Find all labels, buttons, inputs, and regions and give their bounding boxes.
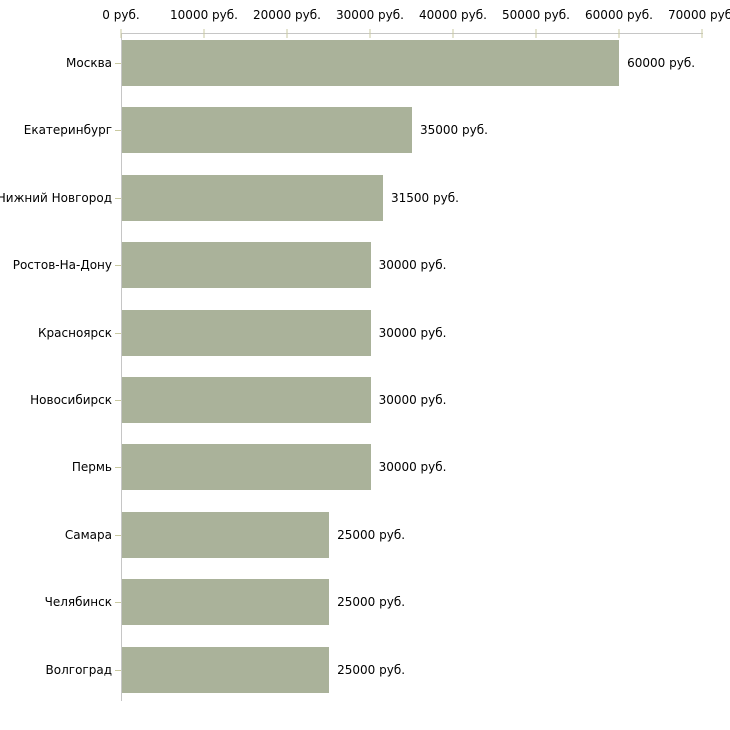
category-tick [115, 467, 121, 469]
x-axis-tick [452, 29, 454, 38]
bar [122, 646, 330, 693]
value-label: 25000 руб. [337, 595, 406, 610]
category-tick [115, 399, 121, 401]
bar-row: Москва 60000 руб. [66, 40, 702, 86]
category-label: Челябинск [44, 595, 112, 610]
category-tick [115, 63, 121, 64]
bar-row: Нижний Новгород 31500 руб. [0, 174, 702, 221]
value-label: 60000 руб. [627, 56, 696, 70]
x-axis-tick-label: 10000 руб. [170, 8, 238, 22]
bar [122, 242, 371, 289]
x-axis-tick [701, 29, 703, 38]
bar-row: Новосибирск 30000 руб. [30, 376, 702, 423]
x-axis-tick-label: 60000 руб. [585, 8, 653, 22]
value-label: 30000 руб. [378, 392, 447, 407]
bar [122, 579, 330, 626]
bar [122, 444, 371, 491]
value-label: 30000 руб. [378, 325, 447, 340]
bar [122, 174, 383, 221]
bar [122, 376, 371, 423]
bar-row: Ростов-На-Дону 30000 руб. [13, 242, 702, 289]
bar-row: Волгоград 25000 руб. [46, 646, 702, 693]
category-label: Ростов-На-Дону [12, 258, 112, 273]
x-axis-tick [286, 29, 288, 38]
x-axis-line [121, 33, 703, 34]
category-tick [115, 534, 121, 536]
x-axis-tick [120, 29, 122, 38]
bar [122, 309, 371, 356]
category-label: Новосибирск [30, 392, 112, 407]
x-axis-tick [535, 29, 537, 38]
bar-row: Пермь 30000 руб. [72, 444, 702, 491]
bar-row: Екатеринбург 35000 руб. [24, 107, 702, 154]
bar [122, 40, 620, 86]
y-axis-line [121, 33, 122, 701]
x-axis-tick-label: 50000 руб. [502, 8, 570, 22]
value-label: 25000 руб. [337, 527, 406, 542]
value-label: 31500 руб. [391, 190, 459, 205]
category-tick [115, 602, 121, 604]
bar-row: Красноярск 30000 руб. [38, 309, 702, 356]
x-axis-tick-label: 40000 руб. [419, 8, 487, 22]
value-label: 30000 руб. [378, 258, 447, 273]
bar-row: Челябинск 25000 руб. [45, 579, 702, 626]
x-axis-tick-label: 30000 руб. [336, 8, 404, 22]
bar-row: Самара 25000 руб. [65, 511, 702, 558]
value-label: 25000 руб. [337, 662, 406, 677]
bar [122, 511, 330, 558]
category-label: Волгоград [45, 662, 112, 677]
x-axis-tick [203, 29, 205, 38]
category-label: Самара [64, 527, 112, 542]
category-label: Москва [66, 56, 112, 70]
value-label: 30000 руб. [378, 460, 447, 475]
category-tick [115, 197, 121, 199]
x-axis-tick-label: 20000 руб. [253, 8, 321, 22]
category-tick [115, 130, 121, 132]
x-axis-tick-label: 70000 руб. [668, 8, 730, 22]
x-axis-tick-label: 0 руб. [102, 8, 140, 22]
bar [122, 107, 412, 154]
bar-rows: Москва 60000 руб. Екатеринбург 35000 руб… [0, 40, 702, 714]
category-label: Красноярск [38, 325, 112, 340]
category-tick [115, 332, 121, 334]
x-axis-tick [369, 29, 371, 38]
x-axis-tick [618, 29, 620, 38]
category-tick [115, 265, 121, 267]
category-tick [115, 669, 121, 671]
category-label: Нижний Новгород [0, 190, 112, 205]
x-axis-labels: 0 руб. 10000 руб. 20000 руб. 30000 руб. 4000… [102, 8, 730, 24]
value-label: 35000 руб. [420, 123, 488, 138]
category-label: Пермь [71, 460, 112, 475]
category-label: Екатеринбург [23, 123, 112, 138]
